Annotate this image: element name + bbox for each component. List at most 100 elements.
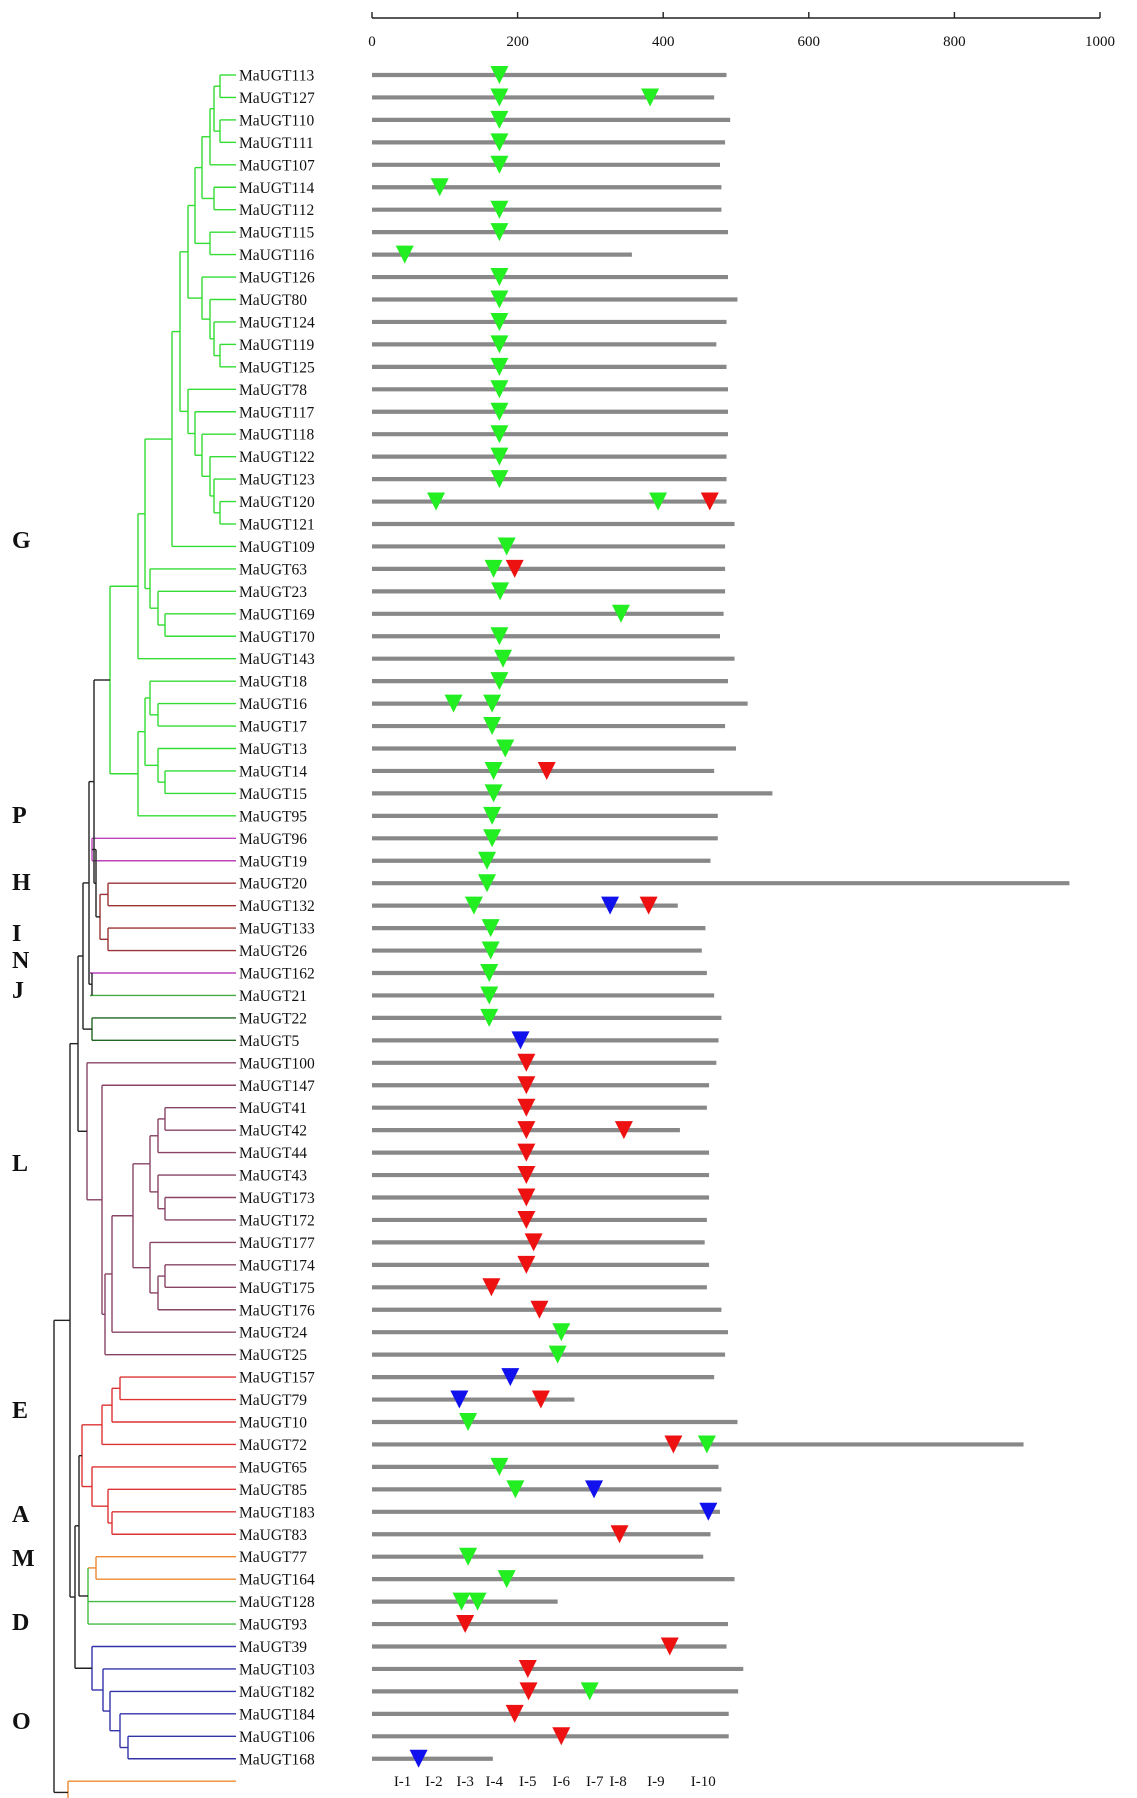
gene-label: MaUGT110 (239, 112, 314, 129)
intron-marker (478, 851, 497, 870)
intron-phase-labels: I-1 I-2 I-3 I-4 I-5 I-6 I-7 I-8 I-9 I-10 (394, 1774, 716, 1790)
gene-label: MaUGT23 (239, 584, 307, 601)
intron-marker (700, 492, 719, 511)
gene-label: MaUGT103 (239, 1661, 315, 1678)
intron-marker (490, 223, 509, 242)
intron-label: I-4 (486, 1774, 504, 1790)
intron-marker (483, 829, 502, 848)
intron-marker (505, 559, 524, 578)
intron-marker (506, 1480, 525, 1499)
intron-marker (481, 941, 500, 960)
intron-marker (490, 425, 509, 444)
group-label: P (12, 803, 27, 829)
gene-label: MaUGT20 (239, 876, 307, 893)
intron-marker (480, 964, 499, 982)
gene-label: MaUGT126 (239, 270, 315, 287)
intron-marker (601, 896, 620, 915)
intron-marker (395, 245, 414, 264)
gene-label: MaUGT18 (239, 674, 307, 691)
intron-marker (585, 1480, 604, 1499)
gene-label: MaUGT106 (239, 1729, 315, 1746)
intron-marker (459, 1547, 478, 1566)
intron-marker (490, 357, 509, 376)
gene-label: MaUGT157 (239, 1370, 315, 1387)
gene-label: MaUGT111 (239, 135, 314, 152)
intron-marker (496, 739, 515, 758)
gene-label: MaUGT119 (239, 337, 314, 354)
intron-marker (548, 1345, 567, 1364)
gene-label: MaUGT177 (239, 1235, 315, 1252)
intron-marker (490, 155, 509, 174)
intron-marker (531, 1390, 550, 1409)
group-label: A (12, 1502, 30, 1528)
gene-label: MaUGT125 (239, 359, 315, 376)
intron-marker (517, 1210, 536, 1229)
intron-marker (490, 290, 509, 309)
intron-marker (444, 694, 463, 713)
intron-marker (524, 1233, 543, 1252)
intron-marker (452, 1592, 471, 1611)
intron-label: I-5 (519, 1774, 537, 1790)
intron-marker (490, 335, 509, 354)
intron-marker (409, 1749, 428, 1768)
intron-marker (480, 1008, 499, 1027)
intron-label: I-3 (456, 1774, 474, 1790)
intron-marker (490, 110, 509, 129)
intron-marker (639, 896, 658, 915)
gene-label: MaUGT117 (239, 404, 314, 421)
gene-label: MaUGT107 (239, 157, 315, 174)
intron-marker (490, 402, 509, 421)
intron-marker (481, 919, 500, 938)
gene-label: MaUGT17 (239, 719, 307, 736)
intron-marker (501, 1368, 520, 1387)
intron-marker (517, 1166, 536, 1185)
intron-label: I-9 (647, 1774, 665, 1790)
gene-label: MaUGT95 (239, 808, 307, 825)
gene-label: MaUGT169 (239, 606, 315, 623)
intron-marker (664, 1435, 683, 1454)
gene-label: MaUGT41 (239, 1100, 307, 1117)
gene-label: MaUGT109 (239, 539, 315, 556)
intron-marker (518, 1659, 537, 1678)
intron-marker (482, 1278, 501, 1297)
gene-label: MaUGT19 (239, 853, 307, 870)
intron-markers (395, 66, 719, 1768)
axis-tick-label: 0 (368, 34, 376, 50)
gene-label: MaUGT83 (239, 1527, 307, 1544)
gene-label: MaUGT16 (239, 696, 307, 713)
intron-marker (480, 986, 499, 1005)
gene-label: MaUGT176 (239, 1302, 315, 1319)
gene-label: MaUGT93 (239, 1617, 307, 1634)
intron-marker (580, 1682, 599, 1701)
axis-tick-label: 1000 (1085, 34, 1115, 50)
intron-marker (490, 380, 509, 399)
gene-label: MaUGT182 (239, 1684, 315, 1701)
gene-label: MaUGT63 (239, 561, 307, 578)
intron-label: I-10 (691, 1774, 716, 1790)
intron-label: I-6 (553, 1774, 571, 1790)
gene-label: MaUGT85 (239, 1482, 307, 1499)
gene-label: MaUGT80 (239, 292, 307, 309)
group-label: M (12, 1546, 35, 1572)
intron-marker (490, 88, 509, 107)
intron-marker (490, 200, 509, 219)
gene-label: MaUGT118 (239, 427, 314, 444)
intron-marker (497, 537, 516, 556)
group-label: L (12, 1151, 28, 1177)
intron-marker (490, 312, 509, 331)
axis-tick-label: 200 (506, 34, 529, 50)
gene-label: MaUGT143 (239, 651, 315, 668)
intron-marker (456, 1615, 475, 1634)
gene-label: MaUGT10 (239, 1415, 307, 1432)
gene-label: MaUGT21 (239, 988, 307, 1005)
intron-marker (611, 604, 630, 623)
intron-marker (478, 874, 497, 893)
gene-label: MaUGT114 (239, 180, 314, 197)
gene-label: MaUGT121 (239, 517, 315, 534)
group-label: D (12, 1610, 29, 1636)
intron-marker (649, 492, 668, 511)
intron-marker (517, 1188, 536, 1207)
group-label: I (12, 921, 21, 947)
intron-marker (483, 694, 502, 713)
